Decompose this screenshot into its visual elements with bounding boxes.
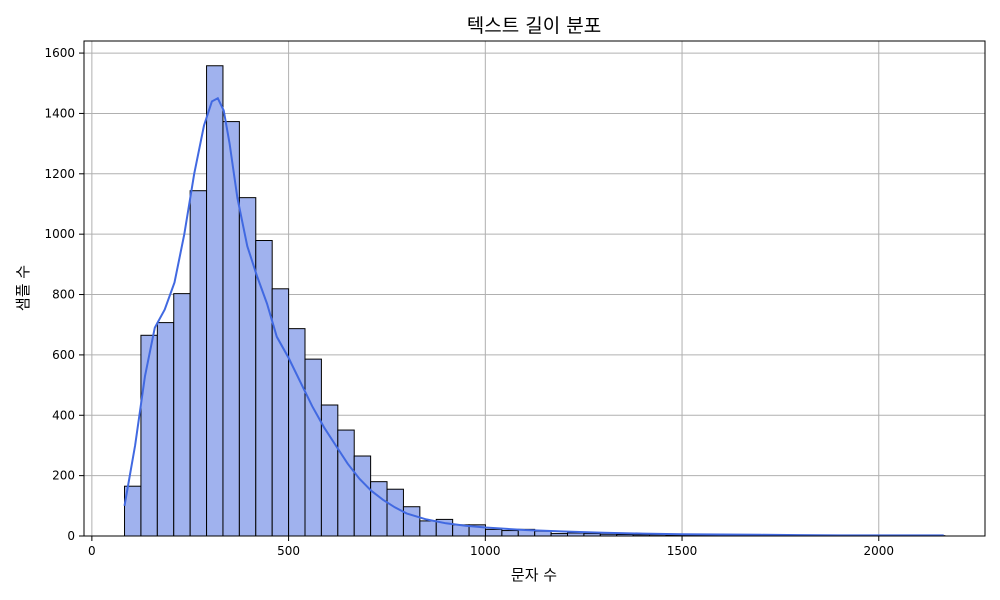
histogram-bar: [353, 455, 372, 537]
y-axis-title: 샘플 수: [14, 265, 32, 311]
y-tick-label: 1200: [44, 167, 75, 181]
y-tick-label: 0: [67, 529, 75, 543]
histogram-bar: [484, 528, 503, 537]
histogram-bar: [222, 121, 240, 537]
histogram-bar: [320, 404, 339, 537]
histogram-bar: [402, 506, 421, 537]
histogram-bar: [206, 65, 224, 537]
y-tick-label: 800: [52, 288, 75, 302]
histogram-bar: [288, 328, 306, 537]
plot-frame: [83, 40, 986, 537]
histogram-bar: [419, 520, 437, 537]
histogram-bar: [271, 288, 290, 537]
x-tick-label: 1000: [470, 544, 501, 558]
histogram-bar: [156, 322, 175, 537]
histogram-bar: [304, 358, 322, 537]
y-tick-label: 1000: [44, 227, 75, 241]
y-tick-label: 1600: [44, 46, 75, 60]
histogram-bar: [255, 240, 273, 537]
x-tick-label: 1500: [667, 544, 698, 558]
y-tick-label: 400: [52, 408, 75, 422]
y-tick-label: 600: [52, 348, 75, 362]
kde-curve: [123, 96, 944, 537]
histogram-bar: [140, 334, 158, 537]
histogram-bar: [189, 190, 208, 537]
histogram-bars: [124, 65, 946, 537]
y-tick-label: 1400: [44, 106, 75, 120]
histogram-bar: [501, 530, 519, 537]
x-tick-label: 500: [277, 544, 300, 558]
chart-title: 텍스트 길이 분포: [467, 15, 601, 37]
x-tick-label: 0: [88, 544, 96, 558]
histogram-bar: [173, 293, 191, 537]
histogram-bar: [370, 481, 388, 537]
axis-ticks: 0 500 1000 1500 2000 0 200 400 600 800 1000 1200 140…: [44, 46, 894, 558]
y-tick-label: 200: [52, 469, 75, 483]
histogram-bar: [337, 429, 355, 537]
x-tick-label: 2000: [863, 544, 894, 558]
histogram-bar: [386, 488, 404, 537]
x-axis-title: 문자 수: [511, 566, 557, 584]
